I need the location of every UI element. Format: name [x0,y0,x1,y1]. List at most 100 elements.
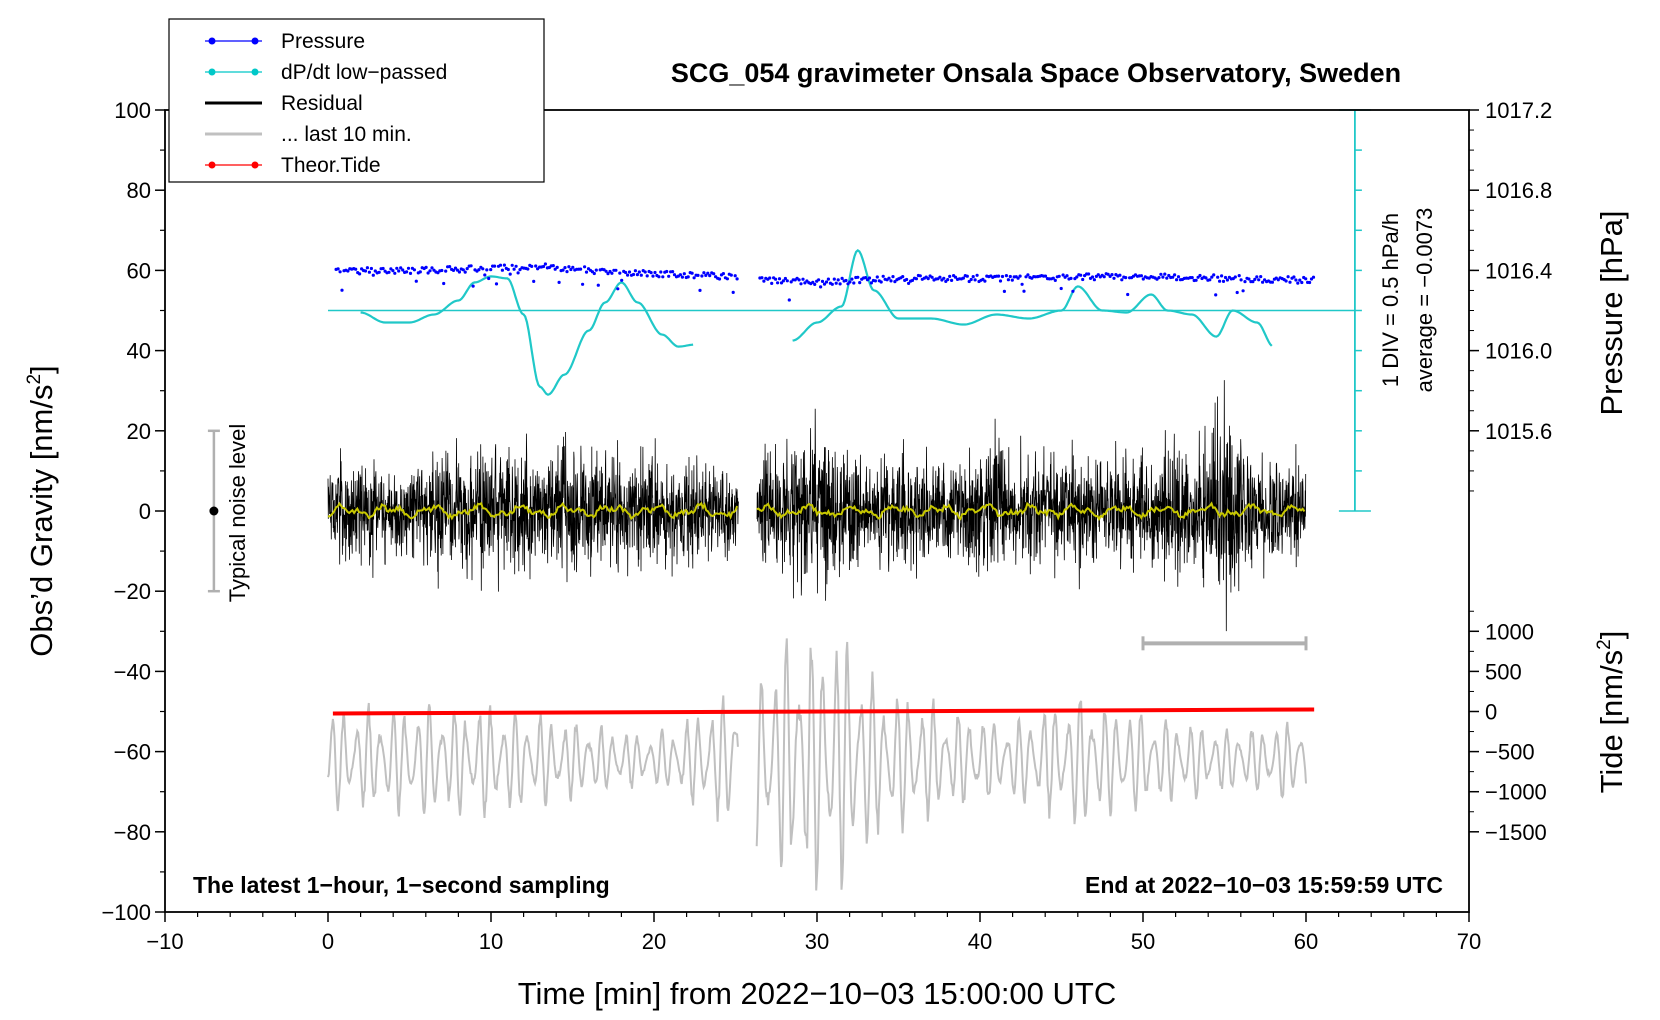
legend-swatch-marker-right [251,68,259,76]
pressure-point [1090,275,1095,279]
pressure-point [418,270,422,274]
y-tick-label: −60 [114,740,151,765]
pressure-point [961,276,966,280]
pressure-point [1126,292,1130,297]
pressure-point [844,278,848,283]
pressure-point [1000,274,1005,279]
pressure-point [971,275,975,279]
pressure-point [489,268,493,272]
pressure-point [698,288,702,292]
pressure-point [797,278,801,282]
pressure-point [1159,272,1163,276]
pressure-point [1161,275,1165,279]
pressure-point [1092,278,1096,282]
pressure-point [494,282,499,286]
dp-scale-div-label: 1 DIV = 0.5 hPa/h [1378,213,1403,387]
pressure-point [879,280,883,284]
dpdt-curve-2 [792,249,1273,347]
pressure-point [678,273,683,277]
pressure-point [1225,278,1229,282]
pressure-point [461,268,465,272]
legend: Pressure dP/dt low−passed Residual ... last… [168,18,545,183]
x-tick-label: 10 [479,929,503,954]
x-tick-label: 40 [968,929,992,954]
pressure-point [512,267,516,271]
pressure-point [561,268,565,272]
pressure-point [1304,277,1308,281]
pressure-point [481,267,485,271]
pressure-point [1223,275,1228,280]
pressure-point [1294,278,1298,282]
x-tick-label: 60 [1294,929,1318,954]
pressure-point [1216,275,1220,279]
pressure-point [1002,289,1007,293]
pressure-point [712,272,716,276]
dp-scale-avg-label: average = −0.0073 [1412,208,1437,393]
pressure-point [1194,278,1198,282]
pressure-point [1298,278,1302,282]
pressure-point [424,265,428,269]
pressure-point [381,266,385,271]
pressure-point [1257,278,1261,282]
pressure-point [819,285,823,289]
pressure-point [822,282,827,286]
pressure-point [631,272,636,277]
tide-tick-label: −500 [1485,740,1535,765]
pressure-point [998,279,1003,283]
pressure-point [1141,277,1145,281]
pressure-point [867,276,872,280]
residual-line-segment-1 [327,431,739,592]
legend-swatch-marker-left [208,37,216,45]
pressure-point [1057,274,1061,278]
pressure-point [606,272,610,276]
pressure-point [950,278,954,282]
pressure-point [1251,280,1255,284]
pressure-point [1043,274,1048,278]
pressure-point [1024,275,1028,279]
pressure-point [1218,279,1222,283]
pressure-point [1018,274,1022,278]
pressure-point [1214,293,1218,297]
tide-tick-label: 1000 [1485,619,1534,644]
pressure-point [1071,289,1075,293]
pressure-point [930,275,934,279]
pressure-point [500,268,504,272]
pressure-point [565,270,569,274]
pressure-point [704,273,708,277]
tide-tick-label: 0 [1485,700,1497,725]
pressure-point [1069,276,1073,280]
pressure-point [1139,274,1143,278]
pressure-point [1081,277,1085,282]
tide-axis-title-sup: 2 [1594,639,1615,650]
y-tick-label: 60 [127,258,151,283]
pressure-point [516,271,520,275]
y-tick-label: 40 [127,339,151,364]
pressure-point [579,267,583,271]
pressure-point [1239,278,1243,282]
pressure-point [783,276,788,281]
pressure-point [1237,274,1241,278]
pressure-point [346,269,350,273]
pressure-point [567,265,571,269]
x-axis-title: Time [min] from 2022−10−03 15:00:00 UTC [518,976,1117,1011]
pressure-point [942,276,946,280]
pressure-point [477,268,481,272]
pressure-point [1300,280,1304,285]
pressure-point [453,266,458,270]
y-tick-label: 80 [127,178,151,203]
pressure-point [354,267,358,271]
pressure-point [1235,290,1239,295]
tide-axis-title: Tide [nm/s2] [1594,631,1629,794]
y-tick-label: −40 [114,659,151,684]
pressure-point [686,275,690,279]
pressure-point [596,283,600,287]
pressure-point [801,277,805,281]
pressure-point [502,263,506,267]
pressure-point [618,271,622,275]
pressure-point [787,298,791,302]
x-tick-label: 70 [1457,929,1481,954]
pressure-point [455,268,459,272]
pressure-point [448,265,452,269]
x-tick-label: −10 [146,929,183,954]
